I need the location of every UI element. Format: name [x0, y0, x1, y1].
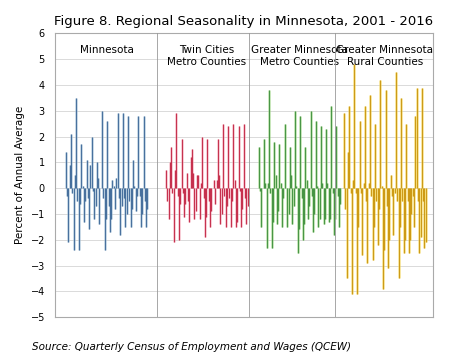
Text: Greater Minnesota
Rural Counties: Greater Minnesota Rural Counties: [336, 45, 433, 67]
Title: Figure 8. Regional Seasonality in Minnesota, 2001 - 2016: Figure 8. Regional Seasonality in Minnes…: [54, 15, 433, 28]
Y-axis label: Percent of Annual Average: Percent of Annual Average: [15, 106, 25, 244]
Text: Minnesota: Minnesota: [79, 45, 133, 55]
Text: Greater Minnesota
Metro Counties: Greater Minnesota Metro Counties: [250, 45, 347, 67]
Text: Twin Cities
Metro Counties: Twin Cities Metro Counties: [167, 45, 246, 67]
Text: Source: Quarterly Census of Employment and Wages (QCEW): Source: Quarterly Census of Employment a…: [32, 342, 350, 352]
